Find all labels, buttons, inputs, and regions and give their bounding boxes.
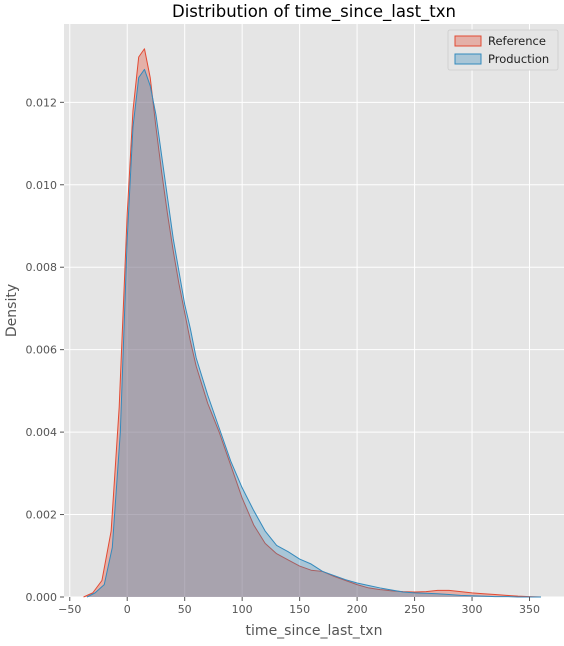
legend-label-reference: Reference <box>488 34 546 48</box>
x-tick-label: 200 <box>347 603 368 616</box>
x-axis-ticks: −50 0 50 100 150 200 250 300 350 <box>58 597 540 616</box>
density-area-reference <box>83 48 542 598</box>
x-tick-label: 300 <box>462 603 483 616</box>
x-axis-label: time_since_last_txn <box>246 623 383 639</box>
density-line-reference <box>83 48 542 598</box>
x-tick-label: 0 <box>124 603 131 616</box>
y-axis-label: Density <box>4 284 20 337</box>
x-tick-label: 50 <box>178 603 192 616</box>
y-tick-label: 0.012 <box>26 96 58 109</box>
legend-swatch-reference <box>454 35 482 47</box>
y-tick-label: 0.002 <box>26 509 58 522</box>
density-line-production <box>86 68 542 598</box>
chart-title: Distribution of time_since_last_txn <box>172 2 456 22</box>
y-tick-label: 0.000 <box>26 591 58 604</box>
y-tick-label: 0.010 <box>26 179 58 192</box>
y-tick-label: 0.008 <box>26 261 58 274</box>
legend: Reference Production <box>447 29 559 71</box>
y-tick-label: 0.004 <box>26 426 58 439</box>
x-tick-label: 250 <box>404 603 425 616</box>
x-tick-label: 150 <box>289 603 310 616</box>
plot-background <box>64 24 564 597</box>
legend-box <box>447 29 559 71</box>
legend-swatch-production <box>454 53 482 65</box>
series-layer <box>83 48 542 598</box>
x-tick-label: 350 <box>519 603 540 616</box>
x-tick-label: 100 <box>232 603 253 616</box>
y-axis-ticks: 0.000 0.002 0.004 0.006 0.008 0.010 0.012 <box>26 96 64 604</box>
x-tick-label: −50 <box>58 603 81 616</box>
density-area-production <box>86 69 542 598</box>
y-tick-label: 0.006 <box>26 344 58 357</box>
legend-label-production: Production <box>488 52 549 66</box>
